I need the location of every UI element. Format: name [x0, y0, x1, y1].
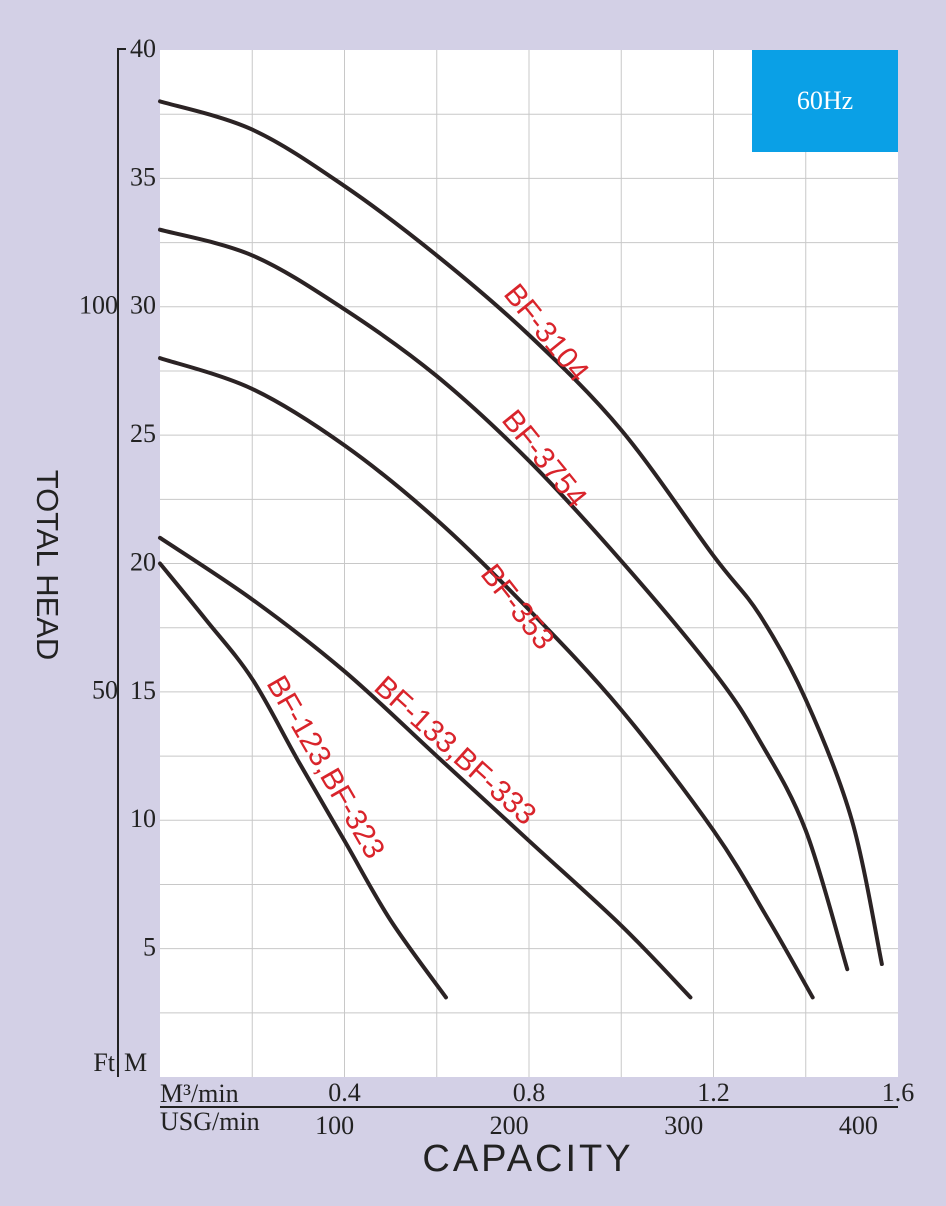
badge-text: 60Hz — [797, 86, 853, 115]
x2-unit: USG/min — [160, 1107, 260, 1136]
y-tick-label: 15 — [130, 676, 156, 705]
y-tick-label: 35 — [130, 162, 156, 191]
y-tick-label: 5 — [143, 933, 156, 962]
y2-unit: Ft — [93, 1048, 115, 1077]
x2-tick-label: 400 — [839, 1111, 878, 1140]
curve — [158, 356, 815, 1000]
x-tick-label: 0.4 — [328, 1078, 361, 1107]
y2-tick-label: 100 — [79, 291, 118, 320]
badge — [752, 50, 898, 152]
y-tick-label: 25 — [130, 419, 156, 448]
x-tick-label: 1.2 — [697, 1078, 730, 1107]
y-tick-label: 40 — [130, 34, 156, 63]
x2-tick-label: 300 — [664, 1111, 703, 1140]
curve — [158, 227, 850, 972]
x-tick-label: 0.8 — [513, 1078, 546, 1107]
y-tick-label: 30 — [130, 291, 156, 320]
y-axis-label: TOTAL HEAD — [30, 470, 65, 661]
x-tick-label: 1.6 — [882, 1078, 915, 1107]
curve — [158, 535, 693, 1000]
curve — [158, 561, 448, 1000]
y-unit: M — [124, 1048, 147, 1077]
y-tick-label: 10 — [130, 804, 156, 833]
x2-tick-label: 100 — [315, 1111, 354, 1140]
y2-tick-label: 50 — [92, 676, 118, 705]
curve — [158, 99, 884, 967]
x-unit: M³/min — [160, 1079, 239, 1108]
x2-tick-label: 200 — [490, 1111, 529, 1140]
x-axis-label: CAPACITY — [422, 1138, 633, 1180]
y-tick-label: 20 — [130, 547, 156, 576]
